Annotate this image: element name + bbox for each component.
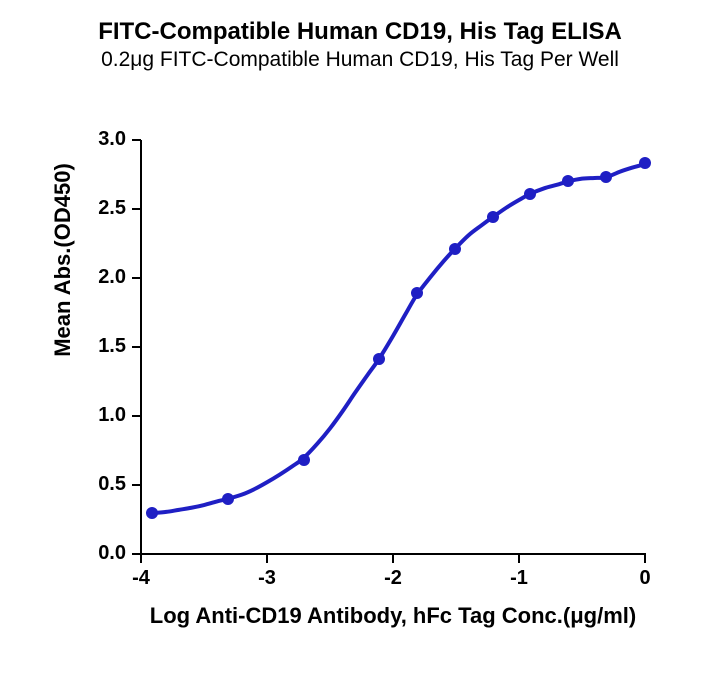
x-tick (518, 554, 521, 563)
y-tick-label: 2.0 (66, 266, 126, 289)
y-tick-label: 3.0 (66, 128, 126, 151)
data-point (298, 454, 310, 466)
x-tick-label: -2 (363, 567, 423, 590)
x-axis-label: Log Anti-CD19 Antibody, hFc Tag Conc.(μg… (141, 603, 645, 629)
data-point (449, 243, 461, 255)
data-point (222, 493, 234, 505)
y-tick (132, 484, 141, 487)
y-tick (132, 415, 141, 418)
x-tick (140, 554, 143, 563)
x-tick-label: -3 (237, 567, 297, 590)
y-tick-label: 1.5 (66, 335, 126, 358)
x-tick (644, 554, 647, 563)
y-tick-label: 2.5 (66, 197, 126, 220)
data-point (524, 188, 536, 200)
x-tick (392, 554, 395, 563)
y-tick-label: 0.0 (66, 542, 126, 565)
x-tick-label: 0 (615, 567, 675, 590)
plot-area (141, 140, 645, 554)
chart-subtitle: 0.2μg FITC-Compatible Human CD19, His Ta… (0, 48, 720, 72)
y-tick (132, 277, 141, 280)
data-point (600, 171, 612, 183)
data-point (373, 353, 385, 365)
x-tick (266, 554, 269, 563)
data-point (487, 211, 499, 223)
data-point (146, 507, 158, 519)
data-point (411, 287, 423, 299)
x-tick-label: -1 (489, 567, 549, 590)
chart-title: FITC-Compatible Human CD19, His Tag ELIS… (0, 18, 720, 46)
y-tick (132, 139, 141, 142)
y-tick-label: 1.0 (66, 404, 126, 427)
y-tick-label: 0.5 (66, 473, 126, 496)
y-tick (132, 346, 141, 349)
dose-response-curve (141, 140, 645, 554)
chart-title-block: FITC-Compatible Human CD19, His Tag ELIS… (0, 18, 720, 72)
data-point (639, 157, 651, 169)
data-point (562, 175, 574, 187)
y-tick (132, 208, 141, 211)
x-tick-label: -4 (111, 567, 171, 590)
